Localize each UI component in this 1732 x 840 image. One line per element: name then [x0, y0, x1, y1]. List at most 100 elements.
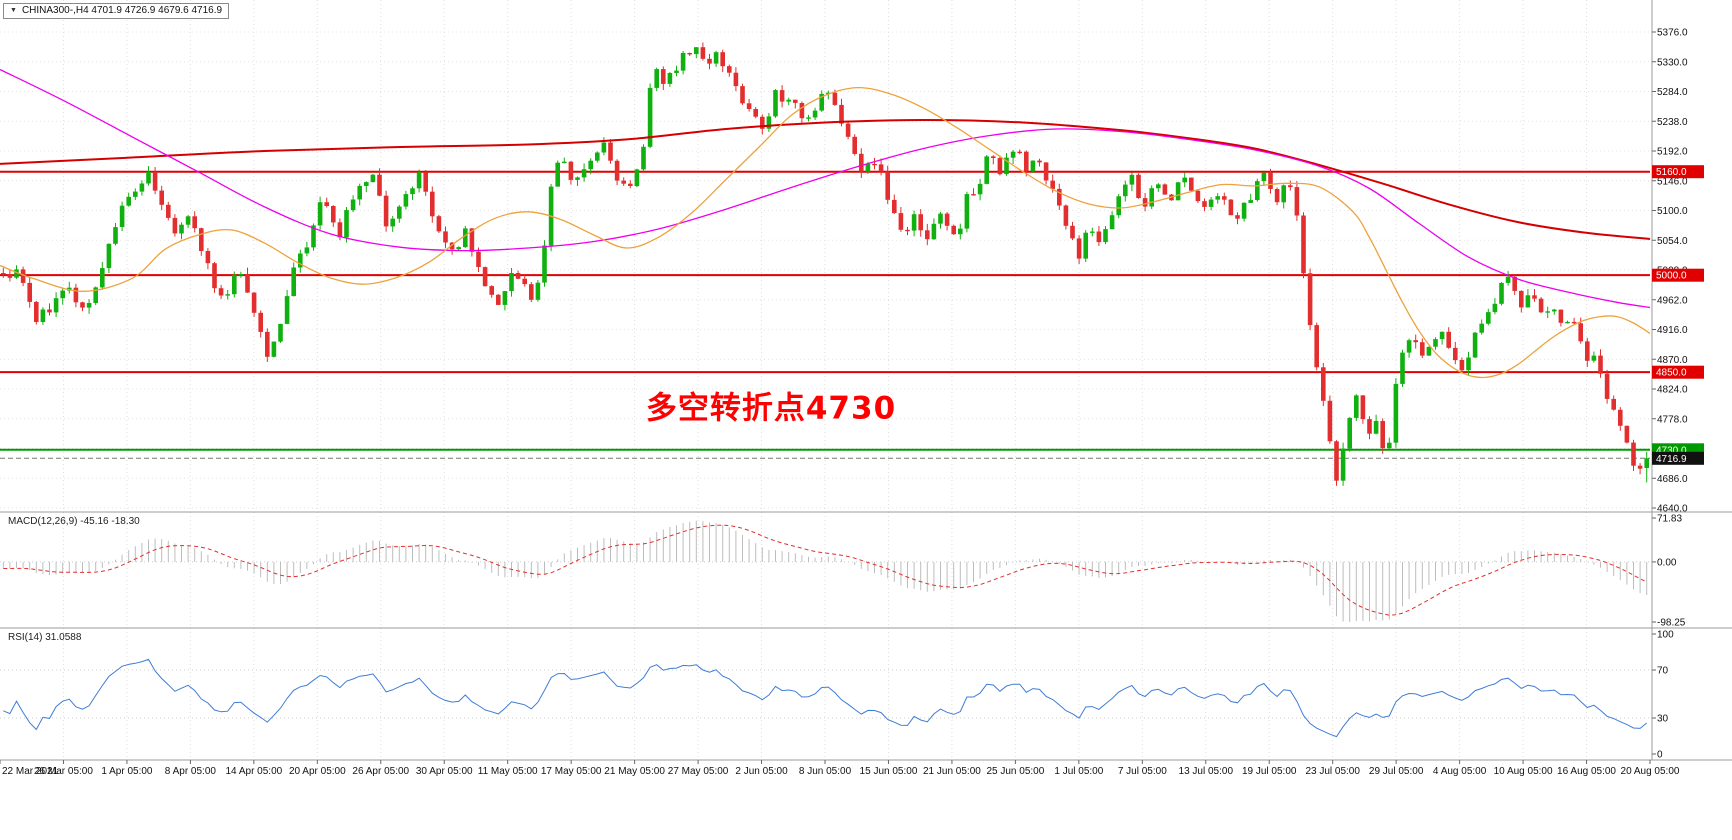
separators-layer — [0, 0, 1732, 761]
candle-body — [1189, 177, 1194, 191]
candle-body — [938, 213, 943, 224]
price-tick-label: 5146.0 — [1657, 176, 1688, 187]
candle-body — [1340, 448, 1346, 481]
candle-body — [1624, 425, 1630, 443]
candle-body — [1024, 151, 1029, 172]
candle-body — [185, 216, 191, 225]
moving-averages-layer — [0, 68, 1651, 379]
candle-body — [819, 93, 824, 111]
candle-body — [898, 213, 904, 230]
candle-body — [1420, 342, 1425, 356]
candle-body — [1004, 157, 1009, 175]
candle-body — [647, 87, 653, 147]
price-badge — [1652, 165, 1704, 179]
candle-body — [179, 224, 184, 234]
candle-body — [146, 171, 151, 184]
candle-body — [1400, 352, 1405, 384]
candle-body — [357, 185, 362, 200]
candle-body — [964, 194, 970, 229]
candle-body — [1076, 238, 1082, 259]
candle-body — [225, 294, 230, 296]
candle-body — [1598, 355, 1603, 374]
candle-body — [1156, 184, 1161, 189]
time-tick-label: 8 Apr 05:00 — [165, 766, 217, 777]
price-badge-label: 5160.0 — [1656, 167, 1687, 178]
candle-body — [1208, 199, 1214, 207]
candle-body — [456, 247, 461, 250]
candle-body — [1604, 373, 1610, 399]
candle-body — [14, 269, 19, 278]
candle-body — [951, 225, 956, 235]
rsi-tick-label: 0 — [1657, 750, 1663, 761]
price-tick-label: 4962.0 — [1657, 295, 1688, 306]
price-tick-label: 5100.0 — [1657, 206, 1688, 217]
price-tick-label: 5192.0 — [1657, 147, 1688, 158]
candle-body — [100, 268, 105, 288]
candle-body — [977, 183, 983, 195]
candle-body — [872, 163, 877, 166]
time-tick-label: 11 May 05:00 — [478, 766, 538, 777]
time-tick-label: 21 Jun 05:00 — [923, 766, 981, 777]
candle-body — [588, 160, 593, 170]
candle-body — [278, 323, 283, 342]
candle-body — [364, 182, 369, 186]
candle-body — [34, 301, 39, 322]
candle-body — [832, 92, 838, 105]
candle-body — [766, 116, 772, 129]
candle-body — [535, 282, 541, 300]
candle-body — [1050, 180, 1055, 189]
candle-body — [1334, 441, 1339, 481]
time-tick-label: 10 Aug 05:00 — [1494, 766, 1553, 777]
candle-body — [337, 222, 343, 238]
candle-body — [416, 172, 422, 189]
candle-body — [20, 269, 26, 283]
candle-body — [753, 109, 758, 117]
candle-body — [713, 52, 719, 64]
candle-body — [344, 210, 349, 238]
candle-body — [925, 230, 930, 240]
candle-body — [568, 161, 574, 180]
candle-body — [1459, 360, 1465, 371]
candle-body — [1578, 323, 1583, 342]
candle-body — [667, 73, 673, 84]
ma-mid-magenta — [0, 68, 1651, 309]
candle-body — [1367, 419, 1372, 434]
price-badge — [1652, 268, 1704, 282]
candles-layer — [1, 42, 1649, 486]
candle-body — [27, 282, 32, 302]
axes-layer: 5376.0 5330.0 5284.0 5238.0 5192.0 5146.0 5100… — [0, 28, 1688, 777]
candle-body — [1360, 395, 1366, 420]
price-badge-label: 5000.0 — [1656, 271, 1687, 282]
candle-body — [944, 213, 950, 226]
candle-body — [271, 341, 277, 357]
candle-body — [852, 136, 857, 154]
symbol-ohlc-text: CHINA300-,H4 4701.9 4726.9 4679.6 4716.9 — [21, 5, 223, 16]
price-badge-label: 4730.0 — [1656, 445, 1687, 456]
price-tick-label: 4686.0 — [1657, 474, 1688, 485]
candle-body — [1505, 276, 1511, 283]
candle-body — [377, 174, 382, 196]
candle-body — [47, 309, 52, 313]
candle-body — [1433, 339, 1438, 347]
collapse-triangle-icon[interactable]: ▼ — [10, 7, 17, 14]
candle-body — [1215, 196, 1220, 200]
candle-body — [1387, 442, 1392, 449]
candle-body — [60, 290, 65, 299]
candle-body — [1123, 184, 1128, 197]
price-tick-label: 5238.0 — [1657, 117, 1688, 128]
rsi-layer — [0, 658, 1650, 738]
candle-body — [7, 274, 13, 278]
candle-body — [1129, 174, 1135, 185]
candle-body — [443, 231, 448, 243]
candle-body — [905, 229, 910, 232]
candle-body — [1228, 199, 1234, 216]
annotation-text: 多空转折点4730 — [645, 390, 897, 427]
candle-body — [1327, 400, 1333, 442]
price-badge-label: 4716.9 — [1656, 454, 1687, 465]
candle-body — [1149, 188, 1154, 207]
candle-body — [298, 253, 303, 268]
candle-body — [1585, 341, 1590, 361]
candle-body — [628, 183, 633, 186]
